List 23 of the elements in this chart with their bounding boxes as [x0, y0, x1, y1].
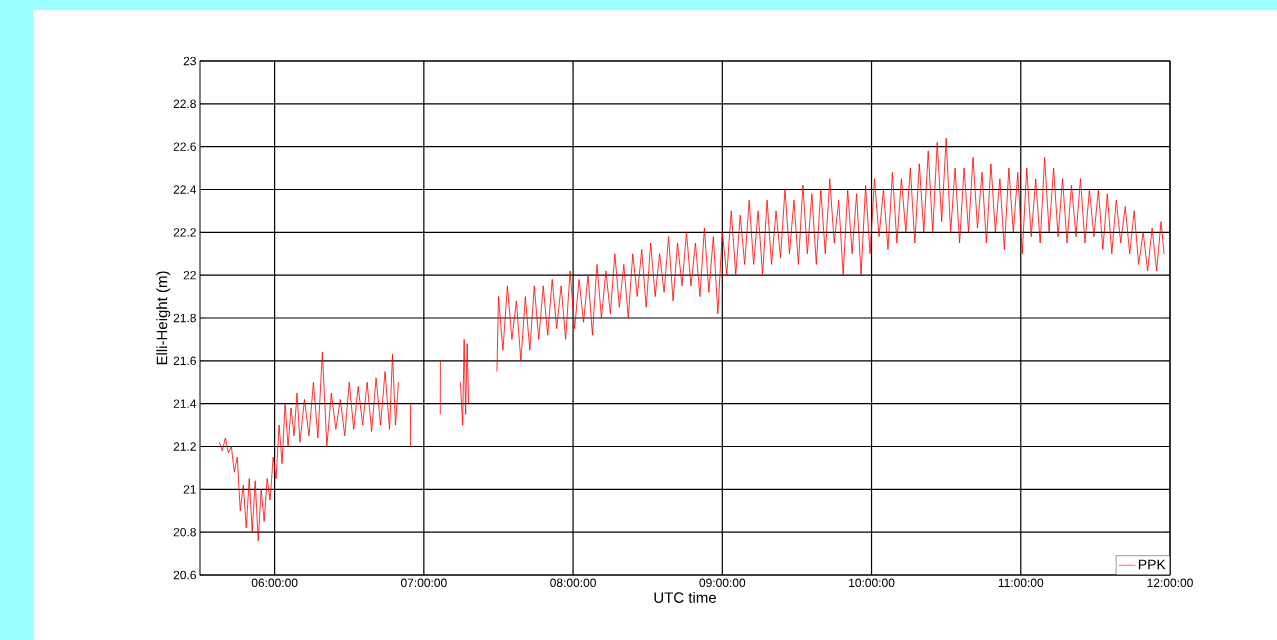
- x-tick-label: 06:00:00: [251, 578, 298, 588]
- x-tick-label: 08:00:00: [550, 578, 596, 588]
- y-tick-label: 23: [183, 56, 196, 66]
- x-axis-title: UTC time: [654, 591, 716, 603]
- y-tick-label: 21.8: [173, 313, 196, 323]
- y-tick-label: 22.2: [173, 228, 196, 237]
- y-tick-label: 20.6: [173, 570, 196, 580]
- x-tick-label: 09:00:00: [699, 578, 746, 588]
- y-tick-label: 22.6: [173, 142, 196, 151]
- legend-label: PPK: [1138, 559, 1166, 570]
- x-tick-label: 11:00:00: [998, 578, 1044, 588]
- y-tick-label: 22.4: [173, 185, 197, 194]
- y-tick-label: 22: [183, 270, 196, 280]
- y-tick-label: 22.8: [173, 99, 196, 109]
- x-tick-label: 07:00:00: [400, 578, 447, 588]
- y-tick-label: 21.6: [173, 356, 196, 366]
- x-tick-label: 12:00:00: [1147, 578, 1193, 588]
- y-axis-title: Elli-Height (m): [156, 271, 171, 365]
- y-tick-label: 20.8: [173, 527, 196, 537]
- y-tick-label: 21.2: [173, 442, 196, 451]
- x-tick-label: 10:00:00: [849, 578, 895, 588]
- y-tick-label: 21: [183, 485, 196, 494]
- y-tick-label: 21.4: [173, 399, 197, 408]
